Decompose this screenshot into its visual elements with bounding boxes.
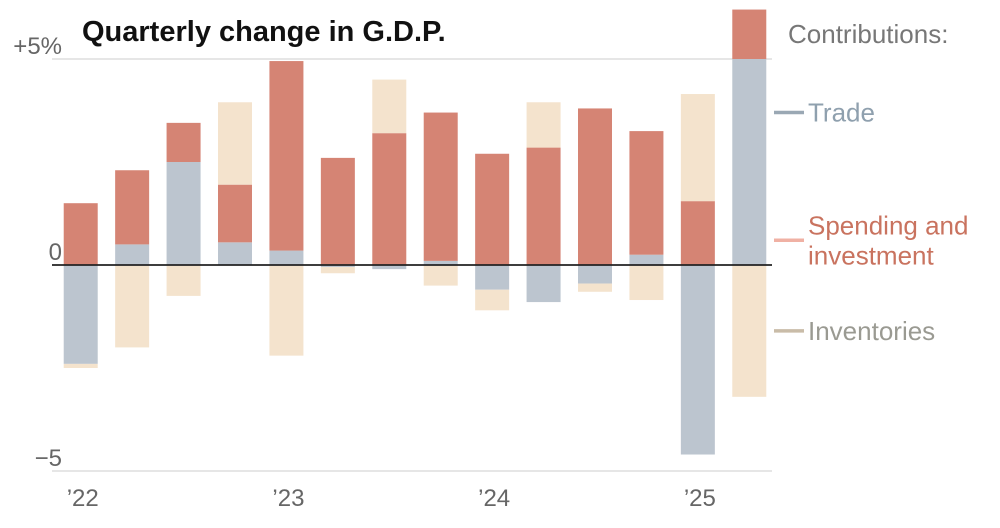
bar-segment-inventories [526, 102, 561, 148]
bar-segment-spending [63, 203, 98, 265]
legend-title: Contributions: [788, 19, 948, 49]
bar-segment-trade [320, 265, 355, 268]
chart-title: Quarterly change in G.D.P. [82, 16, 446, 48]
bar-segment-spending [115, 170, 150, 245]
bar-segment-inventories [578, 283, 612, 292]
bar-segment-inventories [732, 265, 767, 397]
bar-segment-spending [269, 61, 304, 251]
bar-segment-spending [526, 147, 561, 265]
y-tick-label: +5% [13, 33, 62, 60]
bar-segment-inventories [423, 265, 458, 286]
legend-label: investment [808, 240, 934, 270]
bar-segment-trade [115, 244, 150, 265]
bar-segment-trade [423, 260, 458, 265]
bar-segment-inventories [63, 363, 98, 368]
bar-segment-trade [578, 265, 612, 284]
bar-segment-spending [578, 108, 612, 265]
bar-segment-inventories [475, 289, 510, 311]
bar-segment-spending [732, 9, 767, 60]
x-tick-label: ’23 [272, 485, 304, 512]
bar-segment-trade [218, 242, 252, 265]
bar-segment-spending [218, 184, 252, 243]
bar-segment-spending [423, 112, 458, 261]
y-tick-label: 0 [49, 239, 62, 266]
bar-segment-spending [629, 131, 664, 255]
bar-segment-inventories [629, 265, 664, 301]
bar-segment-inventories [680, 94, 715, 202]
bar-segment-inventories [166, 265, 201, 296]
bar-segment-trade [680, 265, 715, 455]
bar-segment-inventories [269, 265, 304, 356]
bar-segment-inventories [320, 267, 355, 274]
bar-segment-spending [680, 201, 715, 265]
legend-label: Trade [808, 98, 875, 128]
bar-segment-spending [372, 133, 407, 265]
bar-segment-inventories [115, 265, 150, 348]
gridlines [52, 58, 772, 472]
bar-segment-spending [320, 157, 355, 265]
legend-label: Spending and [808, 210, 968, 240]
bar-segment-trade [269, 250, 304, 265]
x-tick-label: ’25 [684, 485, 716, 512]
bar-segment-spending [475, 153, 510, 265]
bar-segment-trade [372, 265, 407, 270]
bar-segment-trade [629, 254, 664, 265]
axis-labels: +5% 0 −5’22 ’23 ’24 ’25 [13, 33, 716, 512]
bar-segment-inventories [218, 102, 252, 185]
bar-segment-trade [63, 265, 98, 364]
bar-segment-trade [732, 59, 767, 265]
bar-segment-trade [475, 265, 510, 290]
bars [63, 9, 767, 455]
y-tick-label: −5 [35, 445, 62, 472]
bar-segment-inventories [372, 79, 407, 134]
bar-segment-spending [166, 122, 201, 162]
bar-segment-trade [526, 265, 561, 303]
x-tick-label: ’22 [67, 485, 99, 512]
bar-segment-trade [166, 162, 201, 265]
x-tick-label: ’24 [478, 485, 510, 512]
legend-label: Inventories [808, 316, 935, 346]
